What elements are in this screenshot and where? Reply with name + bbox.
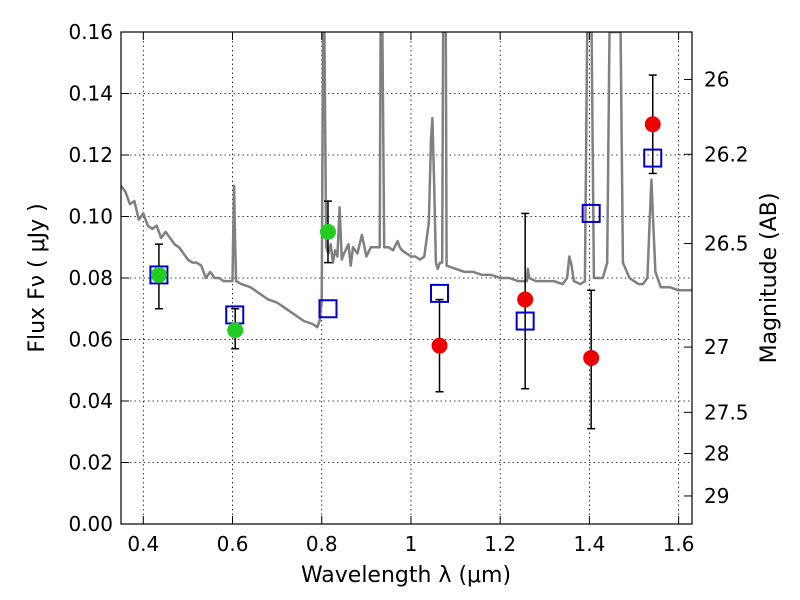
template-spectrum-layer	[121, 32, 692, 329]
observed-optical-point	[227, 322, 244, 339]
y2-tick-label: 29	[704, 484, 729, 508]
y-tick-label: 0.02	[68, 451, 113, 475]
model-flux-layer	[149, 148, 663, 331]
x-axis-label: Wavelength λ (μm)	[301, 563, 511, 588]
y-tick-label: 0.16	[68, 20, 113, 44]
model-flux-marker	[149, 265, 169, 285]
y-tick-label: 0.06	[68, 328, 113, 352]
model-flux-marker	[318, 299, 338, 319]
observed-nir-point	[583, 349, 600, 366]
model-flux-marker	[643, 148, 663, 168]
observed-flux-layer	[150, 116, 661, 366]
y2-axis-label: Magnitude (AB)	[757, 193, 782, 364]
x-tick-label: 1.6	[663, 532, 695, 556]
template-spectrum-line	[121, 32, 692, 329]
axis-ticks: 0.4 0.6 0.8 1 1.2 1.4 1.6 0.00 0.02 0.04 0.06 0.08 0…	[68, 20, 748, 556]
y2-tick-label: 26.2	[704, 142, 749, 166]
model-flux-marker	[515, 311, 535, 331]
y2-tick-label: 27	[704, 335, 729, 359]
y2-tick-label: 26.5	[704, 232, 749, 256]
model-flux-marker	[430, 283, 450, 303]
y-tick-label: 0.04	[68, 389, 113, 413]
observed-optical-point	[150, 266, 167, 283]
observed-nir-point	[644, 116, 661, 133]
y-tick-label: 0.12	[68, 143, 113, 167]
observed-optical-point	[319, 223, 336, 240]
x-tick-label: 1	[405, 532, 418, 556]
x-tick-label: 0.8	[306, 532, 338, 556]
y2-tick-label: 28	[704, 442, 729, 466]
x-tick-label: 1.4	[573, 532, 605, 556]
y-tick-label: 0.14	[68, 82, 113, 106]
model-flux-marker	[581, 203, 601, 223]
y-tick-label: 0.10	[68, 205, 113, 229]
y-tick-label: 0.00	[68, 512, 113, 536]
y-axis-label: Flux Fν ( μJy )	[25, 203, 50, 352]
observed-nir-point	[431, 337, 448, 354]
y-tick-label: 0.08	[68, 266, 113, 290]
x-tick-label: 0.6	[217, 532, 249, 556]
y2-tick-label: 26	[704, 68, 729, 92]
x-tick-label: 0.4	[127, 532, 159, 556]
observed-nir-point	[517, 291, 534, 308]
x-tick-label: 1.2	[484, 532, 516, 556]
y2-tick-label: 27.5	[704, 400, 749, 424]
